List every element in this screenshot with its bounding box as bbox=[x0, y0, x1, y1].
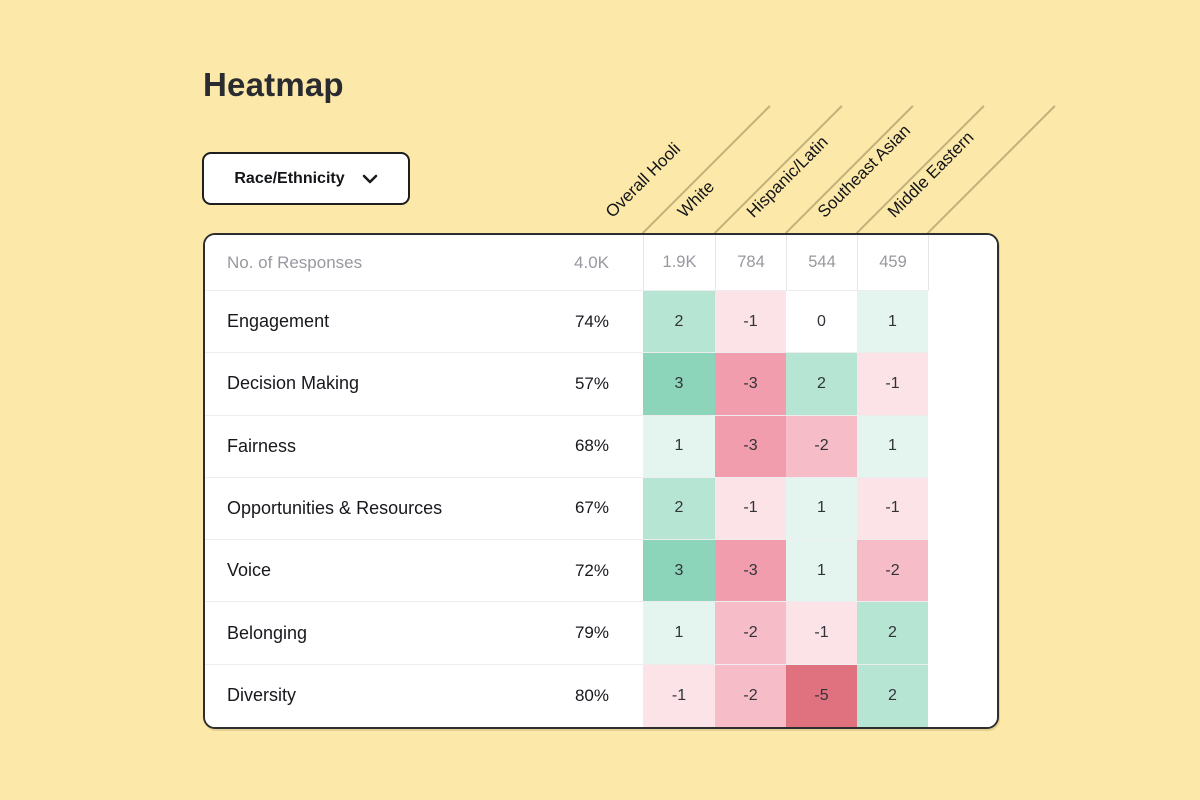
heatmap-cell-white: 2 bbox=[643, 477, 715, 541]
heatmap-cell-white: 1 bbox=[643, 602, 715, 665]
group-by-dropdown-label: Race/Ethnicity bbox=[234, 169, 345, 187]
heatmap-cell-middle-eastern: -1 bbox=[857, 353, 928, 416]
heatmap-cell-hispanic-latin: -1 bbox=[715, 477, 786, 541]
column-separator-line bbox=[641, 105, 771, 234]
heatmap-cell-hispanic-latin: -3 bbox=[715, 353, 786, 416]
responses-value-middle-eastern: 459 bbox=[857, 235, 928, 291]
row-spacer bbox=[928, 415, 997, 478]
row-label: Decision Making bbox=[205, 353, 513, 416]
overall-value: 79% bbox=[513, 602, 643, 665]
heatmap-cell-middle-eastern: -1 bbox=[857, 477, 928, 541]
overall-value: 72% bbox=[513, 540, 643, 603]
heatmap-cell-hispanic-latin: -2 bbox=[715, 664, 786, 727]
heatmap-cell-southeast-asian: -1 bbox=[786, 602, 857, 665]
heatmap-cell-hispanic-latin: -3 bbox=[715, 540, 786, 603]
heatmap-cell-southeast-asian: 2 bbox=[786, 353, 857, 416]
column-header-southeast-asian: Southeast Asian bbox=[813, 120, 915, 222]
row-spacer bbox=[928, 477, 997, 541]
page-title: Heatmap bbox=[203, 66, 344, 103]
heatmap-cell-white: 2 bbox=[643, 291, 715, 354]
row-label: Belonging bbox=[205, 602, 513, 665]
column-separator-line bbox=[784, 105, 914, 234]
heatmap-cell-white: 1 bbox=[643, 415, 715, 478]
table-row-belonging: Belonging 79% 1 -2 -1 2 bbox=[205, 602, 997, 665]
table-row-decision-making: Decision Making 57% 3 -3 2 -1 bbox=[205, 353, 997, 416]
column-header-middle-eastern: Middle Eastern bbox=[883, 127, 978, 222]
row-spacer bbox=[928, 664, 997, 727]
table-row-engagement: Engagement 74% 2 -1 0 1 bbox=[205, 291, 997, 354]
heatmap-cell-southeast-asian: -5 bbox=[786, 664, 857, 727]
heatmap-cell-southeast-asian: 1 bbox=[786, 540, 857, 603]
row-spacer bbox=[928, 353, 997, 416]
heatmap-cell-white: 3 bbox=[643, 540, 715, 603]
heatmap-table: No. of Responses 4.0K 1.9K 784 544 459 Engagem… bbox=[203, 233, 999, 729]
group-by-dropdown[interactable]: Race/Ethnicity bbox=[202, 152, 410, 205]
heatmap-cell-middle-eastern: 2 bbox=[857, 664, 928, 727]
heatmap-cell-middle-eastern: -2 bbox=[857, 540, 928, 603]
heatmap-cell-middle-eastern: 2 bbox=[857, 602, 928, 665]
heatmap-cell-southeast-asian: 1 bbox=[786, 477, 857, 541]
heatmap-cell-white: -1 bbox=[643, 664, 715, 727]
row-spacer bbox=[928, 540, 997, 603]
responses-value-hispanic-latin: 784 bbox=[715, 235, 786, 291]
heatmap-cell-middle-eastern: 1 bbox=[857, 415, 928, 478]
overall-value: 74% bbox=[513, 291, 643, 354]
column-separator-line bbox=[926, 105, 1056, 234]
row-spacer bbox=[928, 602, 997, 665]
row-spacer bbox=[928, 291, 997, 354]
column-separator-line bbox=[713, 105, 843, 234]
heatmap-cell-southeast-asian: -2 bbox=[786, 415, 857, 478]
heatmap-cell-southeast-asian: 0 bbox=[786, 291, 857, 354]
column-header-white: White bbox=[673, 177, 719, 222]
row-label: Fairness bbox=[205, 415, 513, 478]
column-separator-line bbox=[855, 105, 985, 234]
heatmap-cell-hispanic-latin: -2 bbox=[715, 602, 786, 665]
overall-value: 68% bbox=[513, 415, 643, 478]
row-spacer bbox=[928, 235, 997, 291]
chevron-down-icon bbox=[362, 174, 378, 184]
overall-value: 67% bbox=[513, 477, 643, 541]
overall-value: 57% bbox=[513, 353, 643, 416]
row-label: Opportunities & Resources bbox=[205, 477, 513, 541]
table-row-voice: Voice 72% 3 -3 1 -2 bbox=[205, 540, 997, 603]
table-row-fairness: Fairness 68% 1 -3 -2 1 bbox=[205, 415, 997, 478]
responses-value-white: 1.9K bbox=[643, 235, 715, 291]
responses-overall-value: 4.0K bbox=[513, 235, 643, 291]
overall-value: 80% bbox=[513, 664, 643, 727]
heatmap-cell-white: 3 bbox=[643, 353, 715, 416]
responses-value-southeast-asian: 544 bbox=[786, 235, 857, 291]
responses-row: No. of Responses 4.0K 1.9K 784 544 459 bbox=[205, 235, 997, 291]
row-label: Diversity bbox=[205, 664, 513, 727]
heatmap-cell-middle-eastern: 1 bbox=[857, 291, 928, 354]
heatmap-cell-hispanic-latin: -3 bbox=[715, 415, 786, 478]
column-header-hispanic-latin: Hispanic/Latin bbox=[742, 132, 832, 222]
column-header-overall-hooli: Overall Hooli bbox=[601, 139, 685, 222]
responses-label: No. of Responses bbox=[205, 235, 513, 291]
table-row-opportunities-resources: Opportunities & Resources 67% 2 -1 1 -1 bbox=[205, 477, 997, 541]
row-label: Voice bbox=[205, 540, 513, 603]
row-label: Engagement bbox=[205, 291, 513, 354]
heatmap-cell-hispanic-latin: -1 bbox=[715, 291, 786, 354]
table-row-diversity: Diversity 80% -1 -2 -5 2 bbox=[205, 664, 997, 727]
